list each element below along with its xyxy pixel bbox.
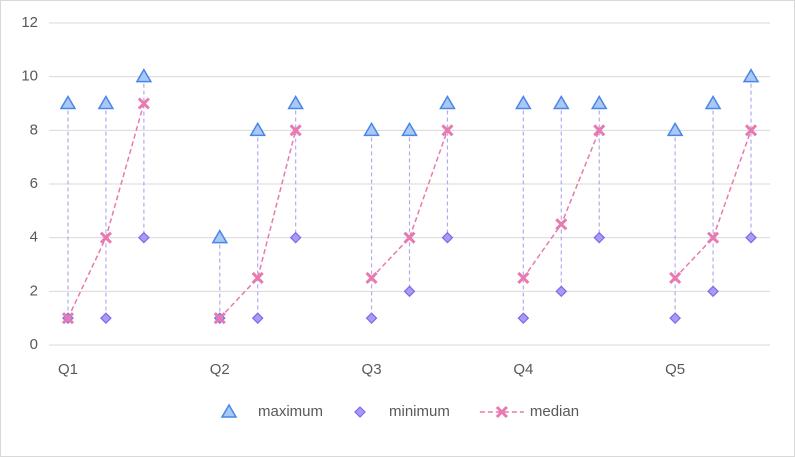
triangle-marker <box>97 95 115 110</box>
x-tick-label: Q2 <box>210 361 230 378</box>
triangle-marker <box>666 121 684 137</box>
diamond-marker <box>365 312 378 325</box>
diamond-marker <box>593 231 606 244</box>
x-marker <box>99 231 112 244</box>
y-tick-label: 6 <box>30 175 38 192</box>
diamond-marker <box>354 406 366 418</box>
x-marker <box>593 124 606 137</box>
triangle-marker <box>249 121 267 137</box>
y-tick-label: 10 <box>21 68 38 85</box>
x-marker <box>213 312 226 325</box>
diamond-marker <box>403 285 416 298</box>
diamond-marker <box>441 231 454 244</box>
x-marker <box>495 405 508 419</box>
x-tick-label: Q4 <box>513 361 533 378</box>
triangle-marker <box>287 95 304 110</box>
diamond-marker <box>669 312 681 325</box>
x-marker <box>251 271 264 284</box>
diamond-marker <box>517 312 530 325</box>
triangle-marker <box>704 95 722 110</box>
triangle-marker <box>552 95 570 110</box>
diamond-marker <box>289 231 302 244</box>
diamond-marker <box>555 285 568 298</box>
y-tick-label: 2 <box>30 282 38 299</box>
triangle-marker <box>439 95 456 110</box>
triangle-marker <box>515 95 532 110</box>
triangle-marker <box>590 95 608 110</box>
legend-label: median <box>530 403 579 420</box>
x-marker <box>555 218 568 231</box>
x-tick-label: Q1 <box>58 361 78 378</box>
y-tick-label: 8 <box>30 121 38 138</box>
x-marker <box>289 124 302 137</box>
diamond-marker <box>745 231 757 244</box>
triangle-marker <box>211 229 229 244</box>
y-tick-label: 4 <box>30 229 38 246</box>
legend-item: maximum <box>220 403 323 420</box>
triangle-marker <box>363 121 380 137</box>
x-tick-label: Q5 <box>665 361 685 378</box>
diamond-marker <box>138 231 150 244</box>
x-marker <box>707 231 720 244</box>
triangle-marker <box>59 95 77 110</box>
triangle-marker <box>135 68 153 83</box>
x-marker <box>365 271 378 284</box>
x-marker <box>441 124 454 137</box>
x-marker <box>669 271 682 284</box>
legend-label: maximum <box>258 403 323 420</box>
triangle-marker <box>742 68 760 83</box>
x-tick-label: Q3 <box>362 361 382 378</box>
y-tick-label: 12 <box>21 14 38 31</box>
legend-label: minimum <box>389 403 450 420</box>
y-tick-label: 0 <box>30 336 38 353</box>
x-marker <box>744 124 758 137</box>
legend-item: minimum <box>354 403 450 420</box>
triangle-marker <box>220 403 238 418</box>
diamond-marker <box>707 285 719 298</box>
legend-item: median <box>479 403 579 420</box>
diamond-marker <box>251 312 264 325</box>
x-marker <box>403 231 416 244</box>
x-marker <box>61 312 75 325</box>
triangle-marker <box>401 121 418 137</box>
x-marker <box>137 97 150 110</box>
diamond-marker <box>100 312 112 325</box>
x-marker <box>517 271 530 284</box>
